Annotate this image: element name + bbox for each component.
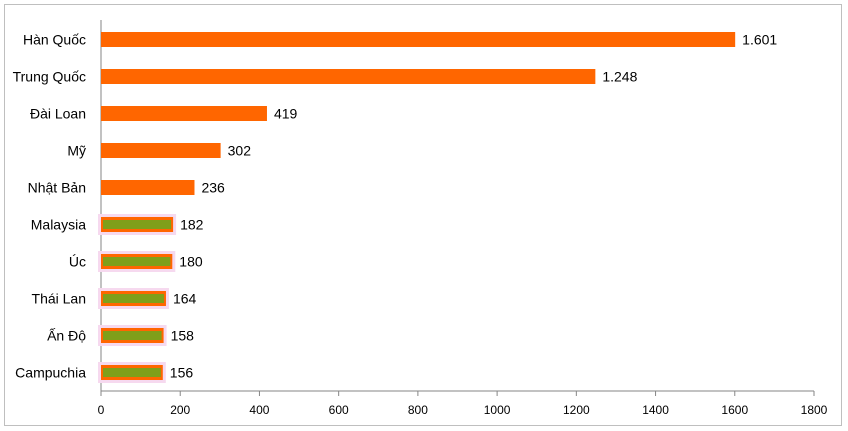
category-label: Ấn Độ [47,328,86,344]
x-tick-label: 200 [170,403,190,417]
bar [101,106,267,121]
value-label: 236 [201,180,225,196]
category-label: Trung Quốc [13,69,86,85]
x-tick-label: 0 [98,403,105,417]
bar [101,180,195,195]
bar [101,143,221,158]
value-label: 180 [179,254,203,270]
value-label: 164 [173,291,197,307]
x-tick-label: 800 [408,403,428,417]
x-tick-label: 1600 [721,403,748,417]
value-label: 419 [274,106,298,122]
value-label: 1.248 [602,69,637,85]
bar-highlight-inner [103,368,161,377]
bar [101,69,596,84]
value-label: 1.601 [742,32,777,48]
category-label: Campuchia [15,365,86,381]
category-label: Thái Lan [32,291,86,307]
bar-highlight-inner [103,331,162,340]
category-label: Hàn Quốc [23,32,86,48]
value-label: 302 [228,143,252,159]
x-tick-label: 1200 [563,403,590,417]
x-tick-label: 1800 [801,403,828,417]
bar-highlight-inner [103,257,171,266]
bar [101,32,736,47]
value-label: 182 [180,217,204,233]
x-tick-label: 1000 [484,403,511,417]
category-label: Đài Loan [30,106,86,122]
bar-highlight-inner [103,220,172,229]
x-tick-label: 1400 [642,403,669,417]
bar-highlight-inner [103,294,164,303]
category-label: Mỹ [67,143,86,159]
x-tick-label: 600 [329,403,349,417]
category-label: Nhật Bản [28,180,86,196]
value-label: 156 [170,365,194,381]
value-label: 158 [171,328,195,344]
x-tick-label: 400 [249,403,269,417]
category-label: Úc [69,254,86,270]
category-label: Malaysia [31,217,86,233]
